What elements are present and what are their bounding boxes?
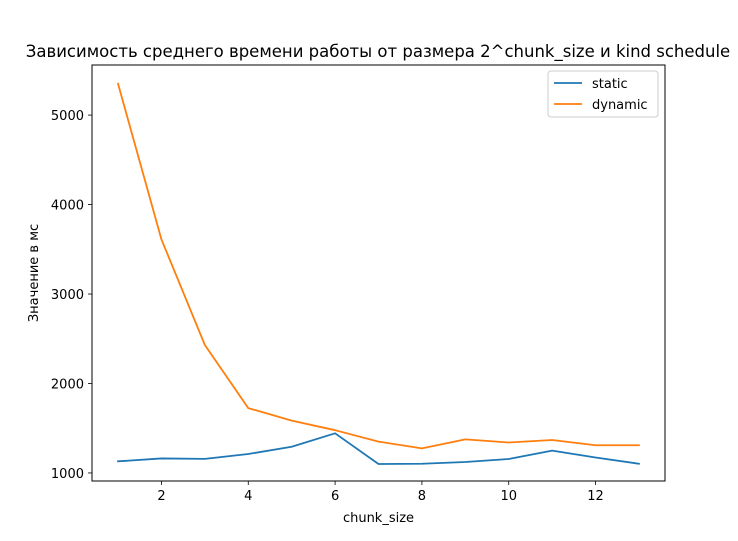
y-tick-label: 3000	[51, 288, 84, 303]
x-tick-label: 4	[244, 489, 252, 504]
series-line-static	[117, 432, 640, 465]
series-line-dynamic	[116, 82, 640, 450]
y-tick-label: 5000	[51, 109, 84, 124]
x-axis-label: chunk_size	[343, 511, 414, 526]
plot-area	[91, 64, 666, 482]
y-tick-label: 2000	[51, 377, 84, 392]
x-axis: 2 4 6 8 10 12	[157, 481, 604, 504]
legend-label-static: static	[592, 77, 628, 92]
y-axis-label: Значение в мс	[27, 224, 42, 322]
chart-title: Зависимость среднего времени работы от р…	[26, 42, 730, 62]
y-axis: 1000 2000 3000 4000 5000	[51, 109, 92, 482]
series-lines	[116, 82, 640, 465]
x-tick-label: 2	[157, 489, 165, 504]
y-tick-label: 4000	[51, 199, 84, 214]
x-tick-label: 10	[500, 489, 517, 504]
y-tick-label: 1000	[51, 467, 84, 482]
x-tick-label: 8	[418, 489, 426, 504]
legend-label-dynamic: dynamic	[592, 98, 648, 113]
plot-frame	[91, 64, 666, 482]
legend: static dynamic	[547, 70, 659, 118]
x-tick-label: 6	[331, 489, 339, 504]
x-tick-label: 12	[587, 489, 604, 504]
